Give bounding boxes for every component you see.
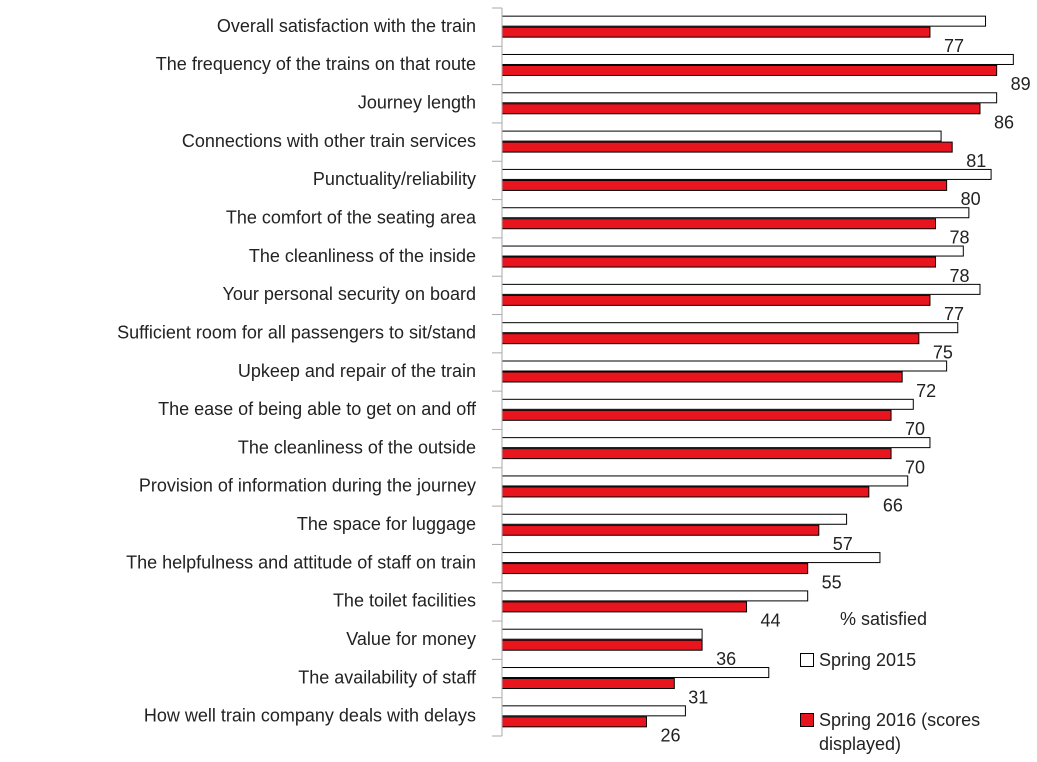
y-tick-label: Connections with other train services <box>182 131 476 151</box>
legend-title: % satisfied <box>840 609 928 629</box>
bar <box>501 371 903 383</box>
bar <box>501 179 948 191</box>
y-tick-label: Overall satisfaction with the train <box>217 16 476 36</box>
bar <box>501 218 937 230</box>
y-tick-label: Sufficient room for all passengers to si… <box>117 322 476 342</box>
value-label: 80 <box>961 189 981 209</box>
y-tick-label: The availability of staff <box>298 667 477 687</box>
bar <box>501 409 892 421</box>
value-label: 72 <box>916 381 936 401</box>
y-tick-label: The toilet facilities <box>333 591 476 611</box>
value-label: 31 <box>688 687 708 707</box>
y-tick-label: Provision of information during the jour… <box>139 476 476 496</box>
value-label: 77 <box>944 304 964 324</box>
legend-swatch <box>800 713 814 727</box>
y-tick-label: The helpfulness and attitude of staff on… <box>126 552 476 572</box>
value-label: 66 <box>883 496 903 516</box>
bar <box>501 256 937 268</box>
value-label: 75 <box>933 342 953 362</box>
bar <box>501 245 964 257</box>
bar <box>501 716 648 728</box>
value-label: 89 <box>1011 74 1031 94</box>
bar <box>501 678 675 690</box>
bar <box>501 333 920 345</box>
bar <box>501 141 953 153</box>
bar <box>501 15 987 27</box>
bar <box>501 130 942 142</box>
value-label: 70 <box>905 419 925 439</box>
bar <box>501 294 931 306</box>
value-label: 78 <box>950 227 970 247</box>
y-tick-label: The ease of being able to get on and off <box>158 399 477 419</box>
bar <box>501 513 848 525</box>
bar <box>501 322 959 334</box>
bar <box>501 667 770 679</box>
y-tick-label: Punctuality/reliability <box>313 169 476 189</box>
value-label: 57 <box>833 534 853 554</box>
legend-label: Spring 2015 <box>819 650 917 670</box>
y-tick-label: The frequency of the trains on that rout… <box>156 54 476 74</box>
bar <box>501 448 892 460</box>
y-tick-label: Upkeep and repair of the train <box>238 361 476 381</box>
value-label: 36 <box>716 649 736 669</box>
bar <box>501 524 820 536</box>
y-tick-label: The comfort of the seating area <box>226 207 477 227</box>
value-label: 81 <box>966 151 986 171</box>
bar <box>501 92 998 104</box>
bar <box>501 475 909 487</box>
y-tick-label: How well train company deals with delays <box>144 706 476 726</box>
bar <box>501 283 981 295</box>
bar <box>501 437 931 449</box>
value-label: 44 <box>761 611 781 631</box>
value-label: 86 <box>994 113 1014 133</box>
bar <box>501 628 703 640</box>
value-label: 78 <box>950 266 970 286</box>
bar <box>501 360 948 372</box>
legend-swatch <box>800 653 814 667</box>
bar <box>501 639 703 651</box>
y-tick-label: The space for luggage <box>297 514 476 534</box>
bar <box>501 53 1014 65</box>
y-tick-label: The cleanliness of the inside <box>249 246 476 266</box>
bar <box>501 563 809 575</box>
bar <box>501 590 809 602</box>
bar <box>501 64 998 76</box>
bar <box>501 486 870 498</box>
bar <box>501 398 914 410</box>
legend-item: Spring 2016 (scores displayed) <box>800 708 1030 756</box>
bar <box>501 168 992 180</box>
y-tick-label: Your personal security on board <box>223 284 477 304</box>
bar <box>501 103 981 115</box>
legend-item: Spring 2015 <box>800 648 1030 672</box>
legend-label: Spring 2016 (scores displayed) <box>819 710 981 754</box>
y-tick-label: Value for money <box>346 629 476 649</box>
value-label: 77 <box>944 36 964 56</box>
bar <box>501 705 686 717</box>
bar <box>501 601 748 613</box>
value-label: 70 <box>905 457 925 477</box>
bar <box>501 552 881 564</box>
value-label: 26 <box>661 726 681 746</box>
y-tick-label: Journey length <box>358 93 476 113</box>
bar <box>501 26 931 38</box>
y-tick-label: The cleanliness of the outside <box>238 437 476 457</box>
bar <box>501 207 970 219</box>
value-label: 55 <box>822 572 842 592</box>
